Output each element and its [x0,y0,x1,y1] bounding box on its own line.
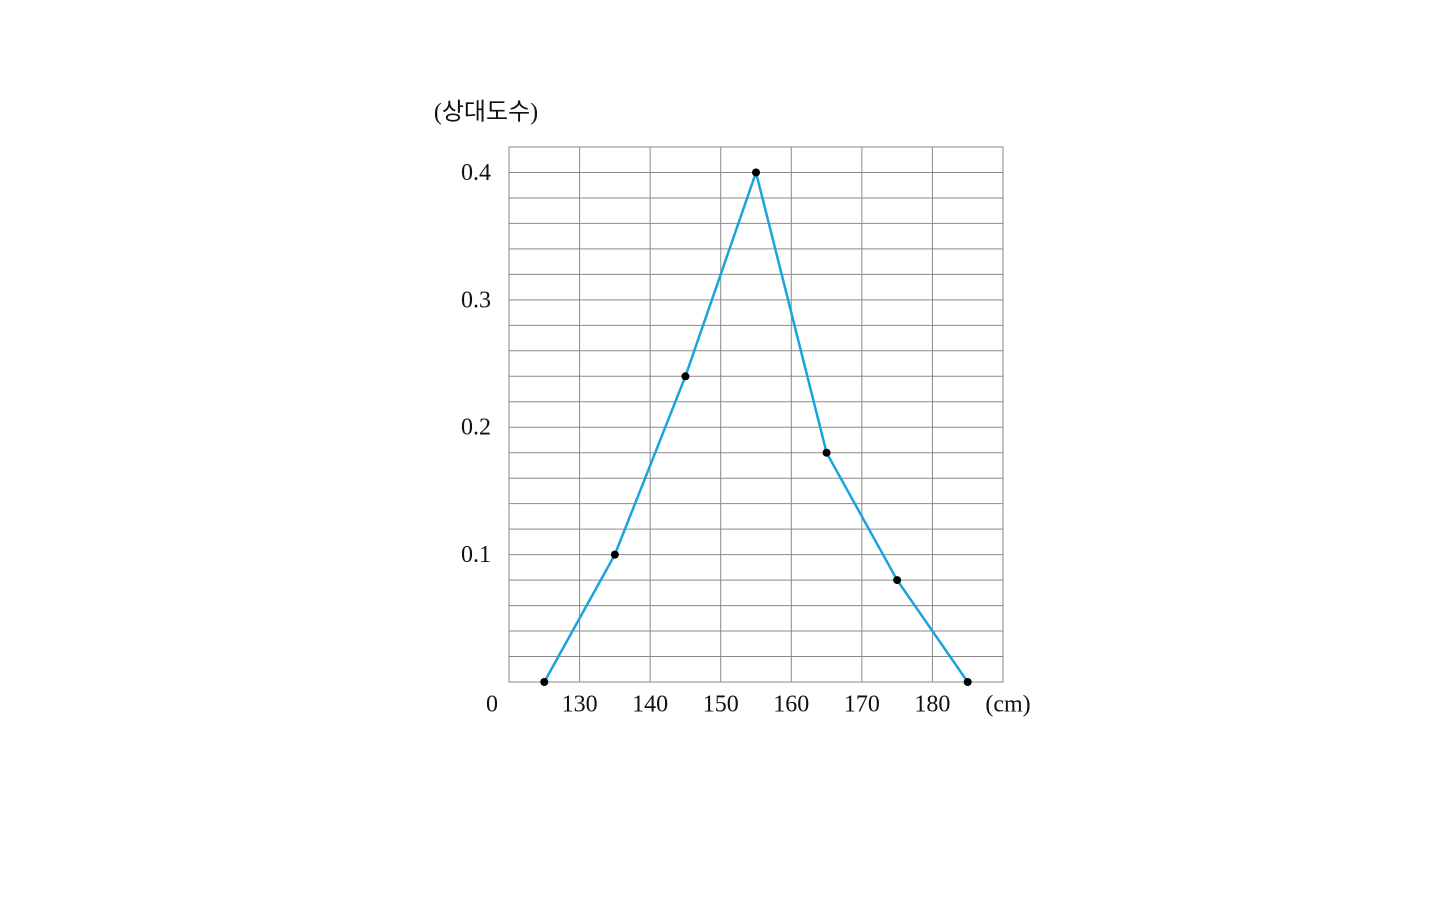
y-axis-label: (상대도수) [434,99,538,126]
plot-frame [508,146,1004,683]
y-tick-label: 0.3 [461,287,491,313]
origin-label: 0 [486,692,498,718]
data-point [893,576,902,585]
x-tick-label: 140 [632,692,668,718]
x-tick-label: 180 [914,692,950,718]
data-point [610,550,619,559]
data-point [681,372,690,381]
y-tick-label: 0.4 [461,160,491,186]
x-tick-label: 170 [844,692,880,718]
data-point [963,678,972,686]
y-tick-label: 0.2 [461,415,491,441]
x-tick-label: 130 [562,692,598,718]
x-tick-label: 160 [773,692,809,718]
x-tick-label: 150 [703,692,739,718]
data-point [822,448,831,457]
x-axis-unit: (cm) [985,692,1030,718]
y-tick-label: 0.1 [461,542,491,568]
data-point [540,678,549,686]
data-point [752,168,760,177]
